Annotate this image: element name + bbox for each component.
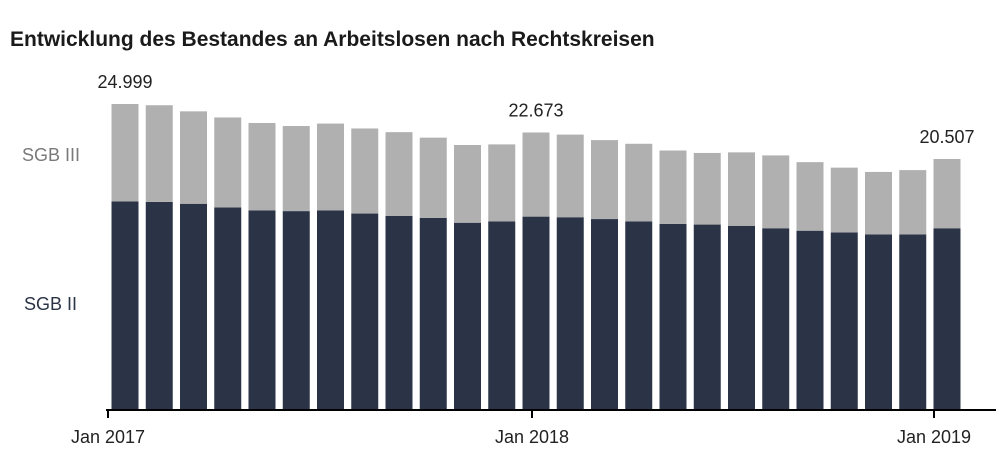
bar-sgb-iii [762,155,790,229]
bar-sgb-ii [111,201,139,410]
bar-sgb-iii [625,143,653,222]
bar-sgb-iii [282,126,310,212]
bar-sgb-iii [317,123,344,211]
bar-sgb-iii [899,170,927,235]
bar-sgb-iii [556,134,584,218]
bar-sgb-iii [180,111,207,204]
bar-sgb-ii [762,228,790,410]
bar-sgb-iii [693,152,721,225]
bar-sgb-iii [385,132,413,216]
bar-sgb-iii [659,150,687,224]
bar-sgb-iii [145,105,173,202]
bar-sgb-ii [214,207,242,410]
bar-sgb-ii [899,234,927,410]
bar-sgb-ii [145,201,173,410]
bar-sgb-iii [214,117,242,208]
x-axis: Jan 2017 Jan 2018 Jan 2019 [71,409,996,447]
x-tick-label: Jan 2017 [71,427,145,447]
bar-sgb-iii [728,152,755,226]
bar-sgb-ii [419,217,447,410]
bar-sgb-ii [865,234,892,410]
bar-sgb-ii [351,213,379,410]
bar-sgb-iii [248,122,276,211]
bar-sgb-iii [419,137,447,218]
bar-sgb-ii [556,217,584,410]
bar-sgb-iii [351,128,379,214]
x-tick-label: Jan 2018 [495,427,569,447]
series-label-sgb-iii: SGB III [22,145,80,165]
bar-sgb-ii [248,210,276,410]
bar-sgb-ii [488,221,516,410]
bar-sgb-iii [591,140,618,220]
bar-sgb-ii [522,216,550,410]
bar-sgb-iii [522,132,550,217]
bar-sgb-ii [830,232,858,410]
total-data-label: 24.999 [97,72,152,92]
labels-group: 24.999 22.673 20.507 SGB III SGB II [22,72,975,314]
bar-sgb-ii [317,210,344,410]
bar-sgb-ii [659,223,687,410]
bar-sgb-iii [865,171,892,235]
bar-sgb-ii [180,203,207,410]
bar-sgb-ii [933,228,961,410]
bar-sgb-iii [830,167,858,233]
bar-sgb-ii [454,222,481,410]
x-tick-label: Jan 2019 [897,427,971,447]
bar-sgb-ii [693,224,721,410]
total-data-label: 22.673 [508,100,563,120]
bar-sgb-iii [796,162,824,231]
bar-sgb-ii [728,225,755,410]
chart-title: Entwicklung des Bestandes an Arbeitslose… [10,28,655,51]
bars-group [111,104,961,410]
bar-sgb-ii [796,230,824,410]
bar-sgb-iii [111,104,139,202]
bar-sgb-iii [933,158,961,229]
bar-sgb-ii [625,221,653,410]
bar-sgb-iii [488,144,516,222]
bar-sgb-ii [591,219,618,410]
bar-sgb-ii [385,215,413,410]
total-data-label: 20.507 [919,127,974,147]
bar-sgb-ii [282,211,310,410]
series-label-sgb-ii: SGB II [24,294,77,314]
bar-sgb-iii [454,145,481,223]
